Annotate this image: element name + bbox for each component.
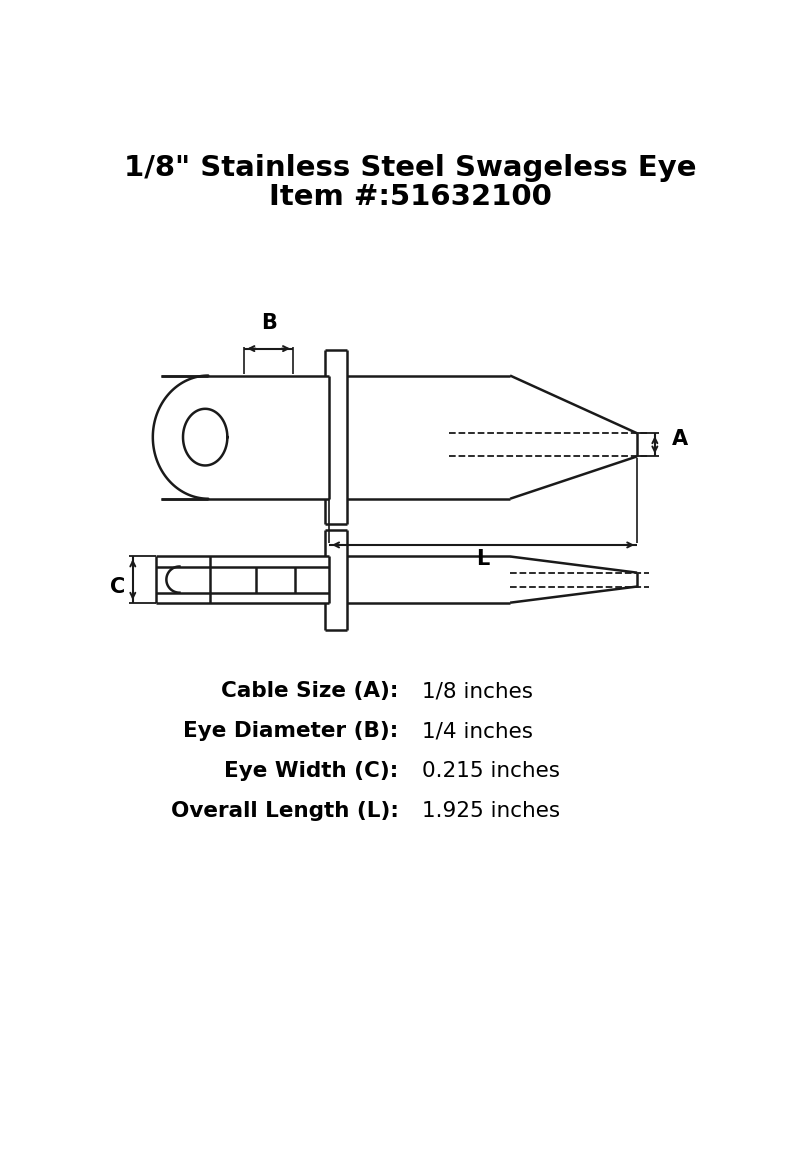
Text: 1/4 inches: 1/4 inches: [422, 722, 533, 742]
Text: 0.215 inches: 0.215 inches: [422, 761, 559, 781]
Text: A: A: [672, 429, 688, 449]
Text: 1.925 inches: 1.925 inches: [422, 801, 560, 821]
Text: Overall Length (L):: Overall Length (L):: [170, 801, 398, 821]
Text: L: L: [477, 549, 490, 569]
Text: C: C: [110, 576, 125, 597]
Text: 1/8" Stainless Steel Swageless Eye: 1/8" Stainless Steel Swageless Eye: [124, 154, 696, 182]
Text: Item #:51632100: Item #:51632100: [269, 183, 551, 211]
Text: Eye Width (C):: Eye Width (C):: [224, 761, 398, 781]
Text: Cable Size (A):: Cable Size (A):: [221, 681, 398, 701]
Text: B: B: [261, 314, 277, 333]
Text: Eye Diameter (B):: Eye Diameter (B):: [183, 722, 398, 742]
Text: 1/8 inches: 1/8 inches: [422, 681, 533, 701]
